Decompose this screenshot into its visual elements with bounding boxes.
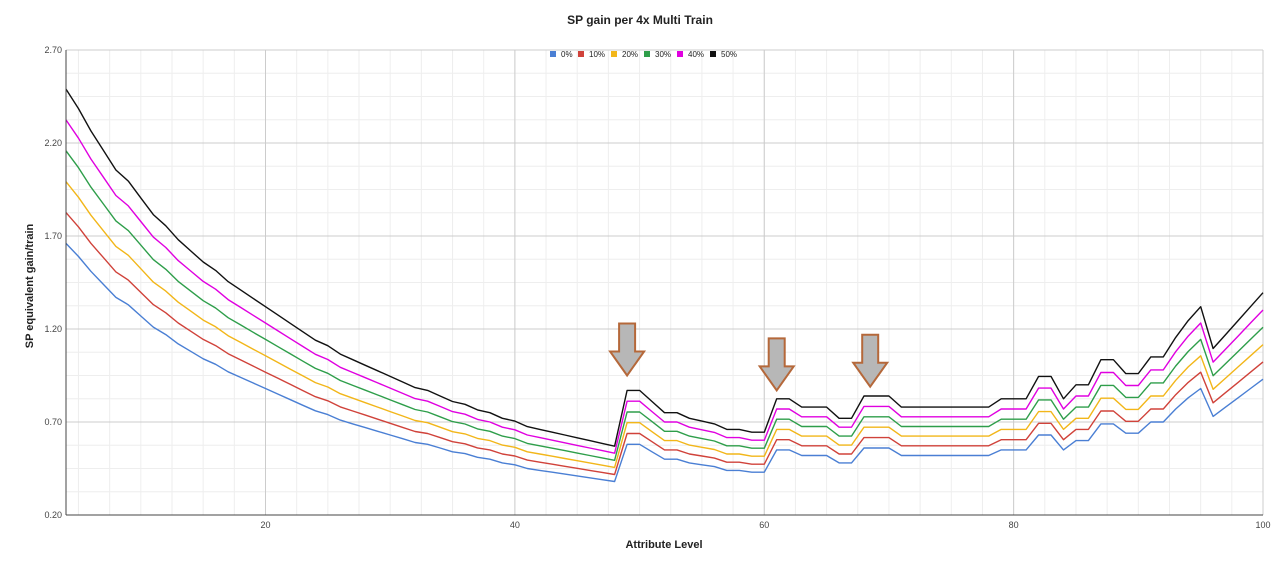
legend-label-50pct: 50% xyxy=(721,50,737,59)
legend-swatch-10pct xyxy=(578,51,584,57)
x-tick-label: 40 xyxy=(510,520,520,530)
y-tick-label: 1.70 xyxy=(44,231,62,241)
grid xyxy=(66,49,1264,516)
chart-title: SP gain per 4x Multi Train xyxy=(567,13,713,27)
series-lines xyxy=(65,88,1264,483)
legend-swatch-0pct xyxy=(550,51,556,57)
x-tick-label: 20 xyxy=(260,520,270,530)
legend-label-30pct: 30% xyxy=(655,50,671,59)
legend-label-0pct: 0% xyxy=(561,50,573,59)
axes: 20 40 60 80 100 0.20 0.70 1.20 1.70 2.20 2.70 xyxy=(44,45,1270,530)
x-axis-title: Attribute Level xyxy=(625,539,702,551)
series-line-0pct xyxy=(65,242,1264,483)
y-tick-label: 0.70 xyxy=(44,417,62,427)
x-tick-label: 80 xyxy=(1009,520,1019,530)
series-line-50pct xyxy=(65,88,1264,447)
legend-swatch-40pct xyxy=(677,51,683,57)
series-line-20pct xyxy=(65,181,1264,469)
annotation-arrow-2 xyxy=(757,337,796,393)
x-tick-label: 60 xyxy=(759,520,769,530)
series-line-30pct xyxy=(65,150,1264,461)
legend: 0% 10% 20% 30% 40% 50% xyxy=(550,50,737,59)
legend-label-20pct: 20% xyxy=(622,50,638,59)
annotation-arrow-3 xyxy=(851,333,890,389)
annotations xyxy=(608,322,890,393)
y-tick-label: 2.70 xyxy=(44,45,62,55)
legend-label-40pct: 40% xyxy=(688,50,704,59)
series-line-10pct xyxy=(65,212,1264,476)
x-tick-label: 100 xyxy=(1255,520,1270,530)
y-tick-label: 1.20 xyxy=(44,324,62,334)
legend-swatch-30pct xyxy=(644,51,650,57)
y-axis-title: SP equivalent gain/train xyxy=(24,223,36,348)
y-tick-label: 2.20 xyxy=(44,138,62,148)
legend-swatch-50pct xyxy=(710,51,716,57)
legend-swatch-20pct xyxy=(611,51,617,57)
series-line-40pct xyxy=(65,119,1264,454)
y-tick-label: 0.20 xyxy=(44,510,62,520)
legend-label-10pct: 10% xyxy=(589,50,605,59)
annotation-arrow-1 xyxy=(608,322,647,378)
